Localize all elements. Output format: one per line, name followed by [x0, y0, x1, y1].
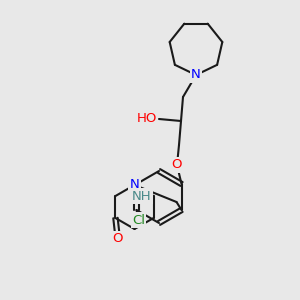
Text: O: O	[172, 158, 182, 172]
Text: N: N	[130, 178, 140, 191]
Text: N: N	[191, 68, 201, 82]
Text: Cl: Cl	[132, 214, 145, 226]
Text: HO: HO	[136, 112, 157, 125]
Text: O: O	[112, 232, 123, 245]
Text: NH: NH	[132, 190, 152, 202]
